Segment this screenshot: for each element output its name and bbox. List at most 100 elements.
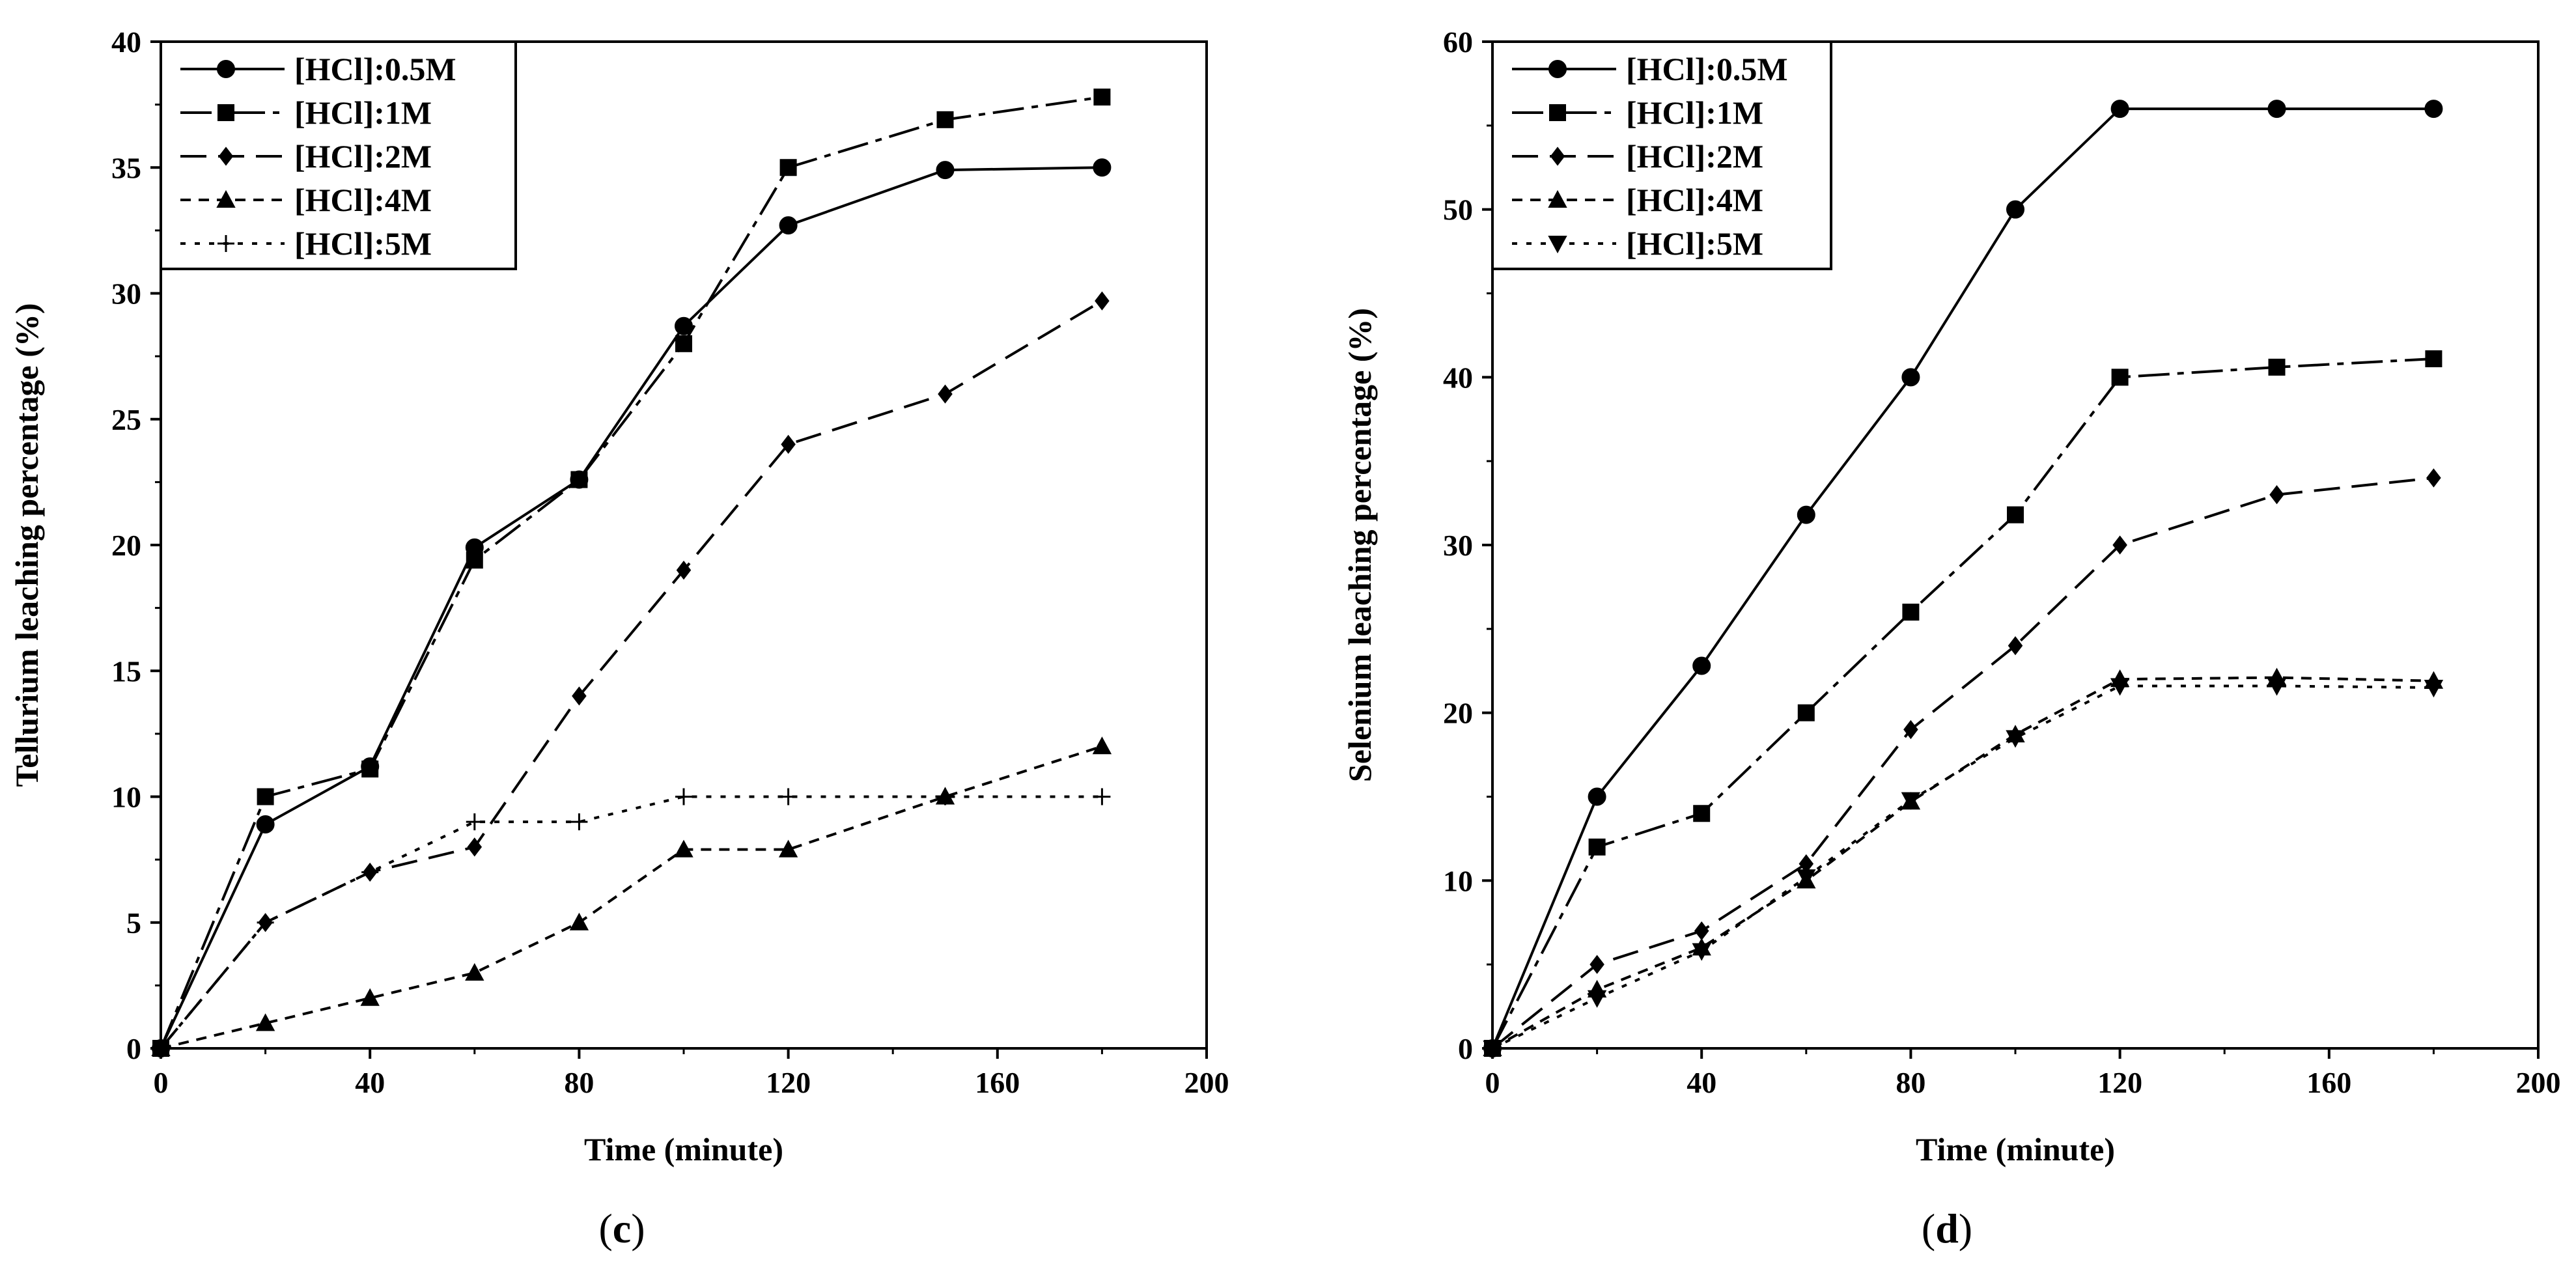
data-point [2267,678,2287,696]
x-axis-title: Time (minute) [1916,1131,2115,1168]
data-point [257,788,274,805]
series-[HCl]:5M [1483,678,2444,1059]
y-tick-label: 0 [1458,1032,1473,1065]
series-line [1491,357,2434,1049]
legend: [HCl]:0.5M [HCl]:1M [HCl]:2M [HCl]:4M [HCl]:… [1491,40,1832,270]
data-point [466,552,483,569]
data-point [1694,921,1709,941]
y-tick-label: 10 [111,781,141,814]
data-point [675,335,692,352]
data-point [360,988,380,1006]
data-point [257,914,274,931]
legend-label: [HCl]:4M [294,182,432,218]
x-axis-title: Time (minute) [584,1131,783,1168]
series-[HCl]:4M [151,736,1112,1056]
series-[HCl]:1M [1484,350,2443,1057]
data-point [1587,990,1607,1008]
x-tick-label: 0 [154,1066,169,1099]
data-point [1692,656,1711,675]
data-point [465,962,484,981]
data-point [1797,869,1816,888]
legend-marker [1549,104,1566,121]
y-tick-label: 5 [126,906,141,940]
data-point [2424,680,2444,698]
data-point [675,316,693,335]
data-point [2110,100,2129,119]
data-point [1588,838,1606,856]
series-line [160,166,1102,1049]
data-point [2425,350,2443,367]
series-[HCl]:0.5M [152,158,1112,1057]
legend-label: [HCl]:1M [1626,94,1763,131]
series-[HCl]:4M [1483,667,2444,1056]
data-point [781,434,796,455]
data-point [256,815,275,834]
data-point [1093,89,1111,106]
data-point [1093,788,1111,805]
y-tick-label: 60 [1443,25,1473,59]
data-point [467,837,483,857]
panel-label-c: (c) [598,1205,645,1252]
data-point [676,561,692,580]
data-point [2111,369,2129,386]
legend-marker [216,189,236,208]
data-point [1901,368,1920,387]
legend-label: [HCl]:1M [294,94,432,131]
legend-marker [218,147,234,166]
y-tick-label: 40 [1443,361,1473,394]
legend-box [1491,40,1832,270]
legend-label: [HCl]:4M [1626,182,1763,218]
data-point [1797,505,1815,524]
legend-label: [HCl]:2M [294,138,432,175]
legend-marker [217,235,234,252]
series-line [160,795,1102,1050]
data-point [2267,100,2286,119]
legend-marker [1550,147,1565,166]
y-tick-label: 0 [126,1032,141,1065]
data-point [2424,100,2443,119]
data-point [1093,158,1112,177]
data-point [1483,1041,1502,1059]
data-point [779,216,798,235]
legend-label: [HCl]:5M [1626,225,1763,262]
data-point [570,471,588,488]
data-point [2007,506,2024,524]
legend: [HCl]:0.5M [HCl]:1M [HCl]:2M [HCl]:4M [HCl]:… [160,40,517,270]
data-point [2426,468,2441,488]
x-tick-label: 120 [2097,1066,2142,1099]
data-point [570,813,588,831]
y-tick-label: 15 [111,654,141,688]
x-tick-label: 200 [2516,1066,2561,1099]
x-tick-label: 40 [355,1066,385,1099]
data-point [2006,200,2024,219]
data-point [779,159,797,176]
data-point [936,161,955,180]
data-point [779,788,797,805]
data-point [675,788,692,805]
chart-panel-d: 0 40 80 120 160 200 0 10 20 30 40 50 60 Time (minute)… [1341,25,2561,1168]
x-tick-label: 120 [766,1066,811,1099]
x-tick-label: 0 [1485,1066,1500,1099]
x-tick-label: 200 [1184,1066,1229,1099]
data-point [2269,485,2284,505]
x-tick-label: 80 [1896,1066,1925,1099]
data-point [2110,678,2130,696]
y-tick-label: 20 [1443,697,1473,730]
series-line [160,745,1103,1050]
y-tick-label: 50 [1443,193,1473,227]
series-[HCl]:2M [1485,468,2441,1058]
legend-label: [HCl]:0.5M [1626,51,1788,87]
data-point [1589,955,1604,974]
data-point [152,1040,169,1057]
data-point [361,863,379,881]
y-tick-label: 35 [111,151,141,184]
x-tick-label: 80 [564,1066,594,1099]
series-[HCl]:5M [152,788,1111,1057]
data-point [1588,787,1606,806]
data-point [255,1013,275,1031]
legend-label: [HCl]:0.5M [294,51,456,87]
data-point [674,839,693,858]
x-tick-label: 160 [975,1066,1020,1099]
data-point [936,111,954,128]
legend-marker [1548,236,1567,254]
